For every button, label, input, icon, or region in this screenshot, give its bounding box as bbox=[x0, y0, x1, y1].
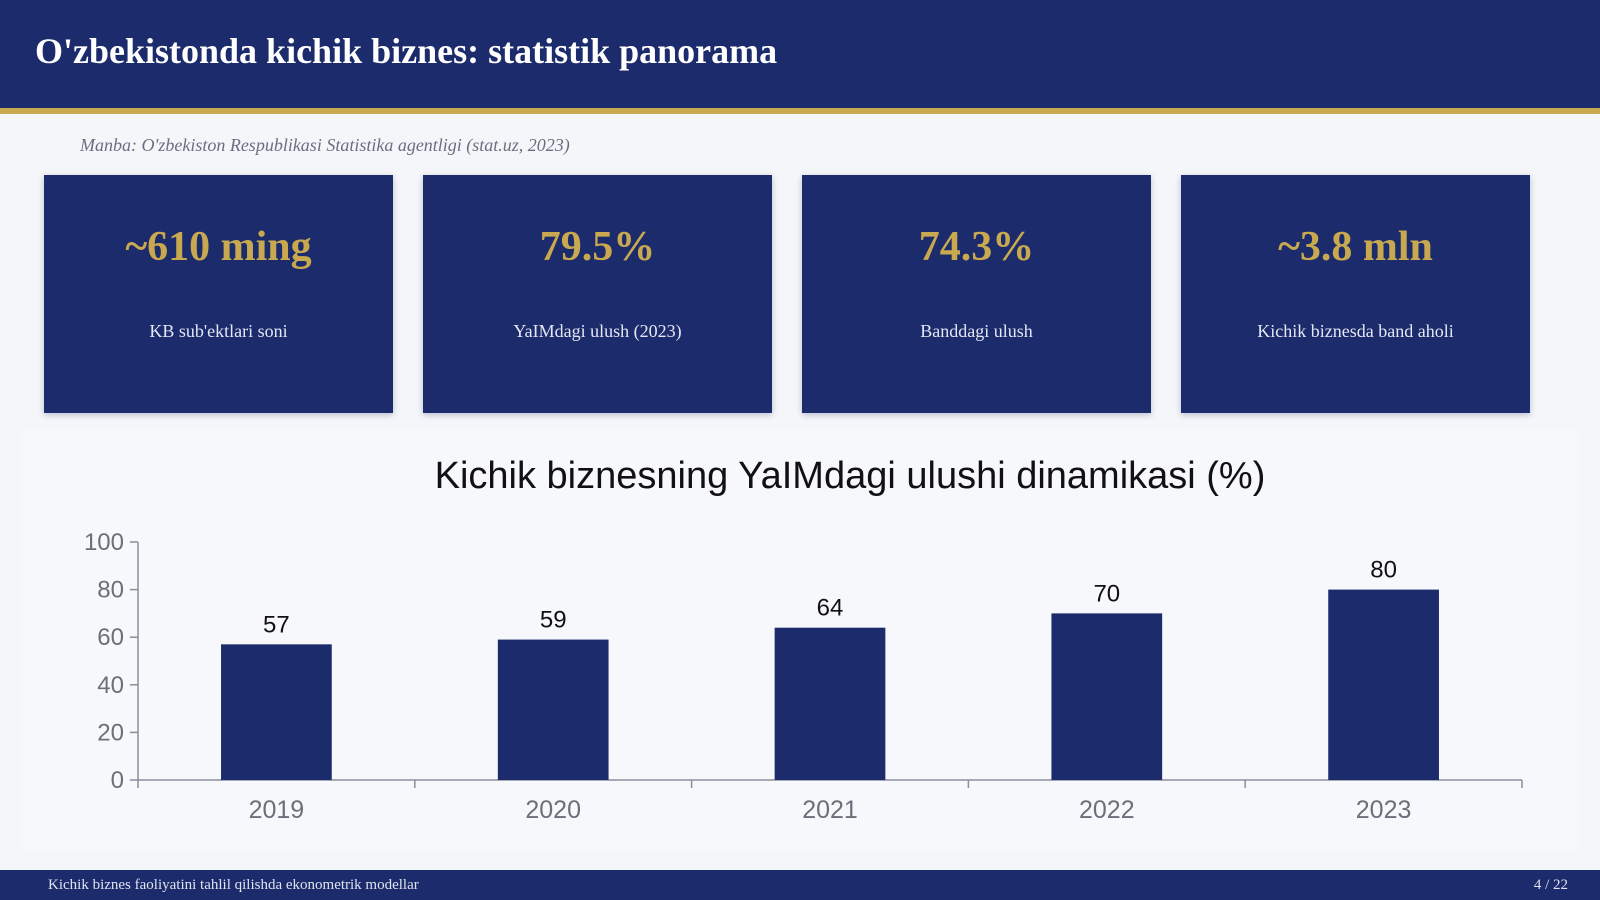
stat-value: 79.5% bbox=[539, 224, 656, 270]
x-tick-label: 2022 bbox=[1079, 796, 1135, 824]
stat-card-gdp-share: 79.5% YaIMdagi ulush (2023) bbox=[423, 175, 772, 413]
slide-footer: Kichik biznes faoliyatini tahlil qilishd… bbox=[0, 870, 1600, 900]
x-tick-label: 2023 bbox=[1356, 796, 1412, 824]
gdp-share-chart: Kichik biznesning YaIMdagi ulushi dinami… bbox=[20, 430, 1580, 850]
stat-value: ~3.8 mln bbox=[1278, 224, 1433, 270]
page-number: 4 / 22 bbox=[1533, 877, 1568, 893]
y-tick-label: 20 bbox=[97, 719, 124, 746]
data-label: 80 bbox=[1370, 557, 1397, 584]
bar-2021 bbox=[774, 627, 886, 780]
data-label: 70 bbox=[1093, 580, 1120, 607]
stat-label: Kichik biznesda band aholi bbox=[1257, 321, 1454, 341]
data-label: 59 bbox=[540, 607, 567, 634]
stat-value: 74.3% bbox=[918, 224, 1035, 270]
footer-title: Kichik biznes faoliyatini tahlil qilishd… bbox=[48, 877, 419, 893]
bar-2020 bbox=[497, 639, 609, 780]
header-divider bbox=[0, 108, 1600, 114]
data-label: 57 bbox=[263, 611, 290, 638]
stat-card-employment-share: 74.3% Banddagi ulush bbox=[802, 175, 1151, 413]
bar-2023 bbox=[1328, 589, 1439, 780]
y-tick-label: 0 bbox=[111, 767, 124, 794]
stat-label: YaIMdagi ulush (2023) bbox=[513, 321, 682, 341]
bar-2019 bbox=[221, 644, 332, 780]
y-tick-label: 100 bbox=[84, 529, 124, 556]
y-tick-label: 80 bbox=[97, 577, 124, 604]
bar-2022 bbox=[1051, 613, 1163, 780]
stat-card-entities: ~610 ming KB sub'ektlari soni bbox=[44, 175, 393, 413]
data-label: 64 bbox=[817, 595, 844, 622]
stat-value: ~610 ming bbox=[125, 224, 312, 270]
y-tick-label: 40 bbox=[97, 672, 124, 699]
slide-header bbox=[0, 0, 1600, 108]
bar-chart-svg: Kichik biznesning YaIMdagi ulushi dinami… bbox=[84, 455, 1523, 824]
source-note: Manba: O'zbekiston Respublikasi Statisti… bbox=[80, 135, 570, 155]
stat-card-employed-population: ~3.8 mln Kichik biznesda band aholi bbox=[1181, 175, 1530, 413]
y-tick-label: 60 bbox=[97, 624, 124, 651]
stat-label: KB sub'ektlari soni bbox=[149, 321, 288, 341]
stat-label: Banddagi ulush bbox=[920, 321, 1033, 341]
x-tick-label: 2019 bbox=[249, 796, 305, 824]
x-tick-label: 2021 bbox=[802, 796, 858, 824]
x-tick-label: 2020 bbox=[525, 796, 581, 824]
slide-title: O'zbekistonda kichik biznes: statistik p… bbox=[35, 31, 778, 71]
chart-title: Kichik biznesning YaIMdagi ulushi dinami… bbox=[435, 455, 1266, 497]
